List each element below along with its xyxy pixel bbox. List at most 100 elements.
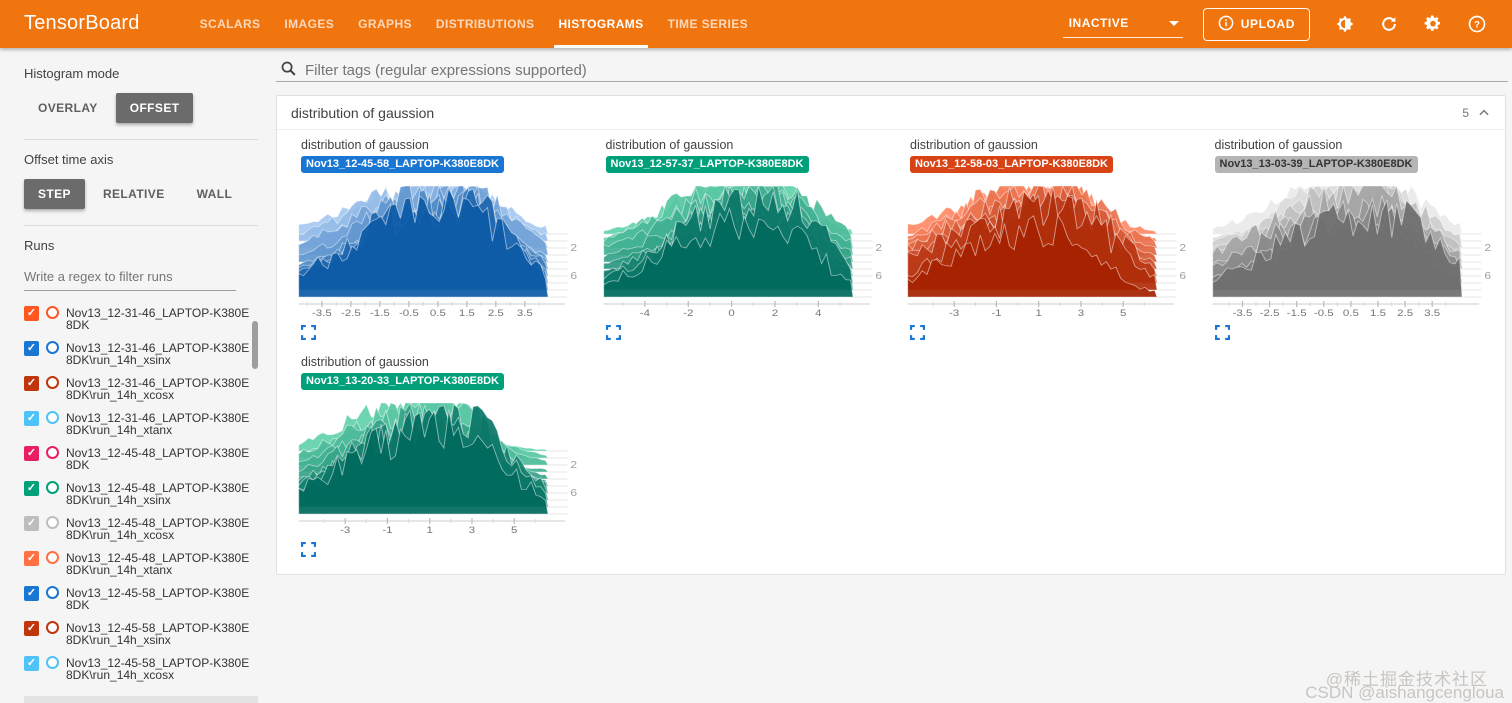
status-dropdown[interactable]: INACTIVE — [1062, 10, 1183, 38]
run-radio[interactable] — [46, 376, 59, 389]
runs-filter-input[interactable] — [24, 265, 236, 291]
svg-text:0.5: 0.5 — [430, 308, 446, 317]
watermark-line1: @稀土掘金技术社区 — [1325, 670, 1488, 689]
tab-scalars[interactable]: SCALARS — [199, 17, 261, 31]
svg-text:2: 2 — [570, 243, 577, 254]
run-radio[interactable] — [46, 446, 59, 459]
expand-chart-icon[interactable] — [301, 325, 317, 341]
tag-filter-input[interactable] — [305, 62, 1506, 79]
charts-grid: distribution of gaussion Nov13_12-45-58_L… — [277, 130, 1505, 574]
tag-group-title: distribution of gaussion — [291, 105, 435, 121]
svg-text:-1: -1 — [991, 308, 1001, 317]
run-list-item: ✓ Nov13_12-45-48_LAPTOP-K380E8DK\run_14h_… — [24, 480, 262, 506]
run-checkbox[interactable]: ✓ — [24, 341, 39, 356]
sidebar: Histogram mode OVERLAY OFFSET Offset tim… — [0, 48, 262, 703]
chart-title: distribution of gaussion — [910, 138, 1038, 152]
run-radio[interactable] — [46, 341, 59, 354]
tag-group-card: distribution of gaussion 5 distribution … — [276, 95, 1506, 575]
expand-chart-icon[interactable] — [910, 325, 926, 341]
divider — [24, 139, 258, 140]
expand-chart-icon[interactable] — [605, 325, 622, 341]
svg-text:0: 0 — [728, 308, 735, 317]
svg-text:-2: -2 — [683, 308, 693, 317]
expand-chart-icon[interactable] — [1214, 325, 1231, 341]
run-radio[interactable] — [46, 306, 59, 319]
run-radio[interactable] — [46, 656, 59, 669]
run-badge: Nov13_13-03-39_LAPTOP-K380E8DK — [1214, 156, 1418, 173]
offset-time-axis-label: Offset time axis — [24, 152, 114, 167]
relative-button[interactable]: RELATIVE — [102, 187, 165, 201]
tag-group-header[interactable]: distribution of gaussion 5 — [277, 96, 1505, 130]
run-badge: Nov13_12-58-03_LAPTOP-K380E8DK — [910, 156, 1113, 173]
run-checkbox[interactable]: ✓ — [24, 551, 39, 566]
main-content: distribution of gaussion 5 distribution … — [262, 48, 1512, 703]
svg-text:1.5: 1.5 — [1370, 308, 1386, 317]
run-checkbox[interactable]: ✓ — [24, 621, 39, 636]
tab-time-series[interactable]: TIME SERIES — [667, 17, 749, 31]
svg-text:6: 6 — [570, 271, 577, 282]
svg-text:2: 2 — [1179, 243, 1186, 254]
run-radio[interactable] — [46, 411, 59, 424]
tab-graphs[interactable]: GRAPHS — [358, 17, 412, 31]
tab-distributions[interactable]: DISTRIBUTIONS — [435, 17, 535, 31]
tab-images[interactable]: IMAGES — [284, 17, 335, 31]
run-radio[interactable] — [46, 586, 59, 599]
svg-text:5: 5 — [511, 525, 518, 534]
collapse-chevron-icon[interactable] — [1477, 106, 1491, 120]
run-checkbox[interactable]: ✓ — [24, 306, 39, 321]
run-label: Nov13_12-45-48_LAPTOP-K380E8DK — [66, 446, 250, 472]
run-checkbox[interactable]: ✓ — [24, 656, 39, 671]
svg-text:2: 2 — [570, 460, 577, 471]
svg-text:-1: -1 — [382, 525, 392, 534]
status-label: INACTIVE — [1068, 16, 1129, 30]
run-checkbox[interactable]: ✓ — [24, 376, 39, 391]
divider — [24, 225, 258, 226]
expand-chart-icon[interactable] — [301, 542, 317, 558]
upload-label: UPLOAD — [1240, 17, 1295, 31]
run-checkbox[interactable]: ✓ — [24, 586, 39, 601]
refresh-icon[interactable] — [1372, 7, 1406, 41]
chart-title: distribution of gaussion — [301, 138, 429, 152]
offset-button[interactable]: OFFSET — [115, 93, 194, 123]
toggle-all-runs-button[interactable]: TOGGLE ALL RUNS — [24, 696, 258, 703]
run-label: Nov13_12-31-46_LAPTOP-K380E8DK\run_14h_x… — [66, 341, 250, 367]
svg-text:-0.5: -0.5 — [399, 308, 419, 317]
run-checkbox[interactable]: ✓ — [24, 516, 39, 531]
run-radio[interactable] — [46, 621, 59, 634]
runs-list: ✓ Nov13_12-31-46_LAPTOP-K380E8DK ✓ Nov13_12… — [24, 299, 262, 687]
settings-gear-icon[interactable] — [1416, 7, 1450, 41]
histogram-chart: distribution of gaussion Nov13_13-20-33_L… — [289, 355, 580, 558]
step-button[interactable]: STEP — [24, 179, 85, 209]
chart-title: distribution of gaussion — [301, 355, 429, 369]
run-radio[interactable] — [46, 516, 59, 529]
wall-button[interactable]: WALL — [196, 187, 233, 201]
chevron-down-icon — [1168, 20, 1179, 26]
svg-text:2: 2 — [875, 243, 882, 254]
overlay-button[interactable]: OVERLAY — [38, 101, 98, 115]
run-radio[interactable] — [46, 551, 59, 564]
run-checkbox[interactable]: ✓ — [24, 411, 39, 426]
help-icon[interactable]: ? — [1460, 7, 1494, 41]
svg-text:-2.5: -2.5 — [1259, 308, 1279, 317]
watermark-line2: CSDN @aishangcengloua — [1305, 683, 1504, 702]
runs-scrollbar[interactable] — [252, 321, 258, 369]
run-badge: Nov13_13-20-33_LAPTOP-K380E8DK — [301, 373, 504, 390]
svg-text:-4: -4 — [639, 308, 649, 317]
theme-toggle-icon[interactable] — [1328, 7, 1362, 41]
run-badge: Nov13_12-45-58_LAPTOP-K380E8DK — [301, 156, 504, 173]
run-label: Nov13_12-45-58_LAPTOP-K380E8DK\run_14h_x… — [66, 621, 250, 647]
run-radio[interactable] — [46, 481, 59, 494]
run-list-item: ✓ Nov13_12-45-58_LAPTOP-K380E8DK\run_14h_… — [24, 620, 262, 646]
svg-text:1.5: 1.5 — [459, 308, 475, 317]
run-checkbox[interactable]: ✓ — [24, 481, 39, 496]
run-checkbox[interactable]: ✓ — [24, 446, 39, 461]
navbar-actions: INACTIVE UPLOAD ? — [1062, 0, 1512, 48]
upload-button[interactable]: UPLOAD — [1202, 7, 1310, 41]
svg-text:5: 5 — [1120, 308, 1127, 317]
histogram-mode-toggle: OVERLAY OFFSET — [24, 93, 262, 123]
svg-text:1: 1 — [1036, 308, 1043, 317]
run-badge: Nov13_12-57-37_LAPTOP-K380E8DK — [605, 156, 809, 173]
tab-histograms[interactable]: HISTOGRAMS — [546, 0, 655, 48]
svg-text:-1.5: -1.5 — [370, 308, 390, 317]
svg-text:4: 4 — [815, 308, 822, 317]
